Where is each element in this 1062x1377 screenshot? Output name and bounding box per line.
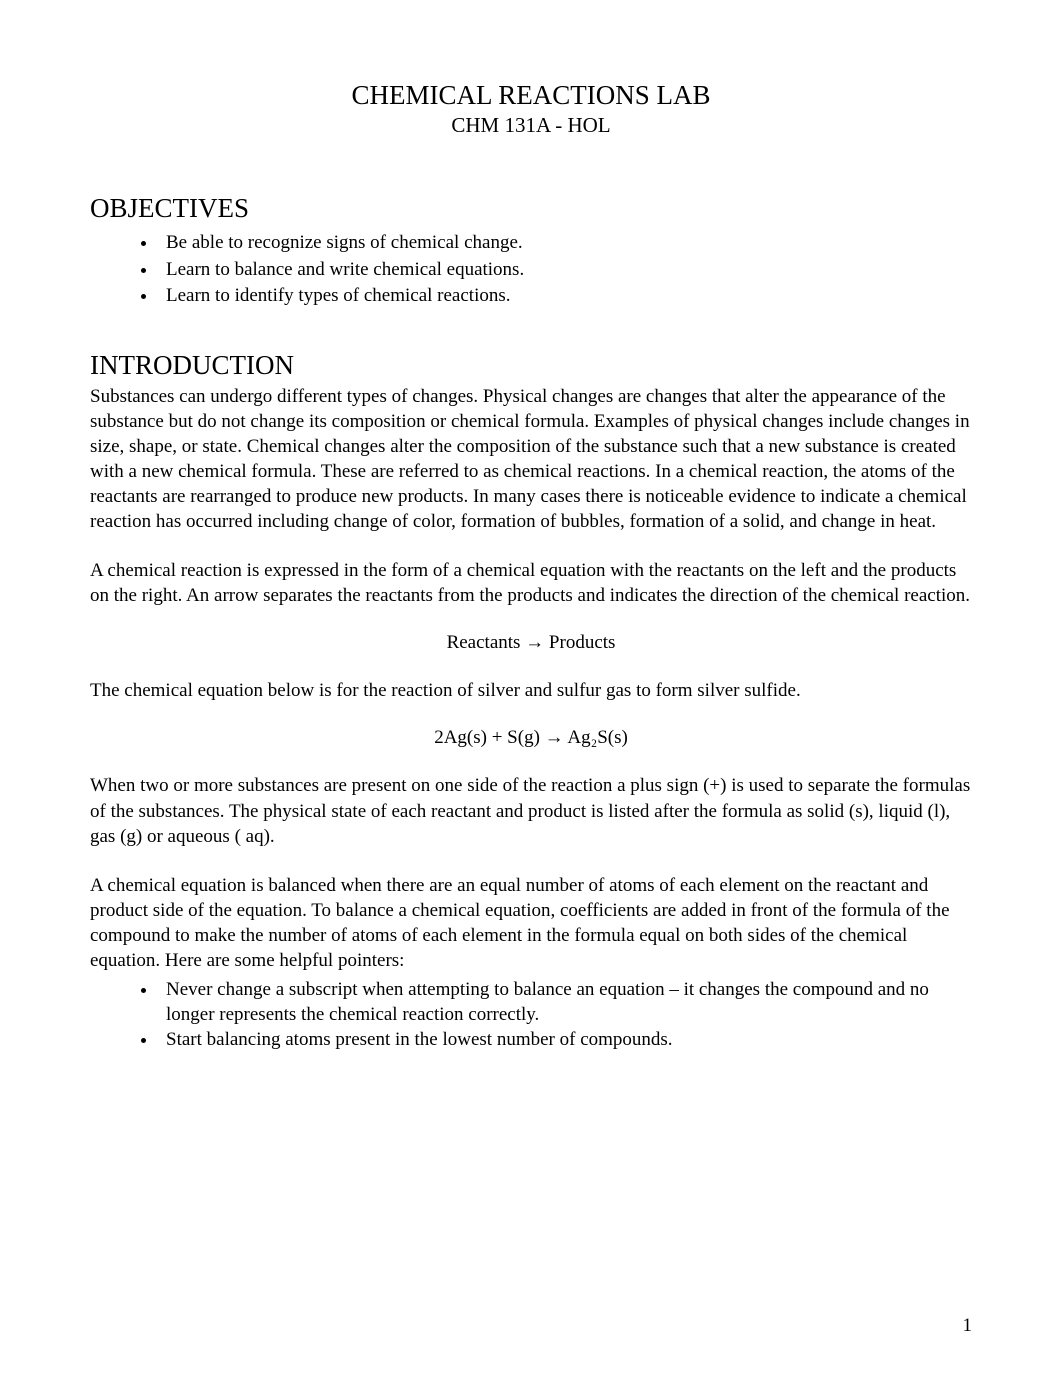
list-item: Start balancing atoms present in the low… <box>158 1027 972 1052</box>
introduction-heading: INTRODUCTION <box>90 350 972 381</box>
balancing-tips-list: Never change a subscript when attempting… <box>90 977 972 1052</box>
list-item: Never change a subscript when attempting… <box>158 977 972 1027</box>
list-item: Learn to identify types of chemical reac… <box>158 283 972 310</box>
objectives-heading: OBJECTIVES <box>90 193 972 224</box>
document-subtitle: CHM 131A - HOL <box>90 113 972 138</box>
intro-paragraph-3: The chemical equation below is for the r… <box>90 678 972 703</box>
intro-paragraph-5: A chemical equation is balanced when the… <box>90 873 972 973</box>
silver-sulfide-equation: 2Ag(s) + S(g) → Ag₂S(s) <box>90 727 972 749</box>
intro-paragraph-4: When two or more substances are present … <box>90 773 972 848</box>
list-item: Learn to balance and write chemical equa… <box>158 257 972 284</box>
document-title: CHEMICAL REACTIONS LAB <box>90 80 972 111</box>
page-number: 1 <box>963 1315 973 1337</box>
list-item: Be able to recognize signs of chemical c… <box>158 230 972 257</box>
intro-paragraph-1: Substances can undergo different types o… <box>90 384 972 534</box>
objectives-list: Be able to recognize signs of chemical c… <box>90 230 972 310</box>
intro-paragraph-2: A chemical reaction is expressed in the … <box>90 558 972 608</box>
reactants-products-equation: Reactants → Products <box>90 632 972 654</box>
